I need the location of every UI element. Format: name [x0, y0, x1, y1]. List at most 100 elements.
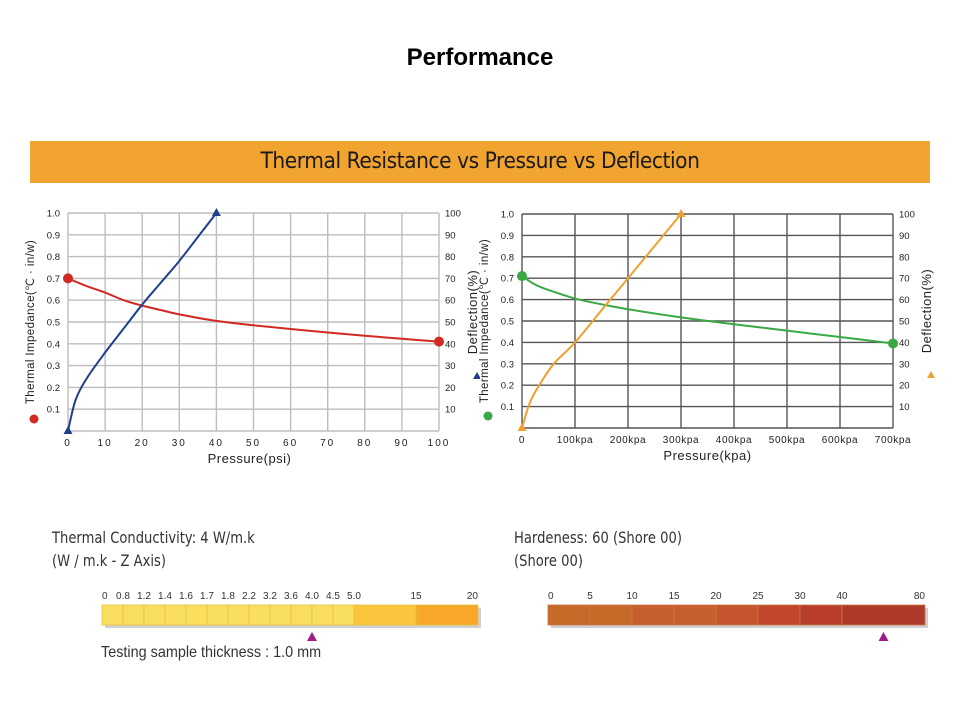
y-tick-label: 0.2 [501, 381, 514, 392]
y2-tick-label: 50 [445, 318, 456, 329]
y2-tick-label: 90 [899, 231, 910, 242]
scale-label: 0 [548, 591, 554, 602]
y-tick-label: 0.3 [47, 361, 60, 372]
scale-label: 80 [914, 591, 926, 602]
deflection-point [63, 426, 73, 434]
y2-axis-label: Deflection(%) [919, 269, 934, 354]
deflection-legend-marker [927, 371, 935, 378]
y-tick-label: 0.3 [501, 359, 514, 370]
y2-tick-label: 50 [899, 317, 910, 328]
y-tick-label: 0.9 [47, 230, 60, 241]
y-tick-label: 1.0 [47, 209, 60, 220]
y2-axis-label: Deflection(%) [465, 270, 480, 355]
y-tick-label: 0.8 [47, 252, 60, 263]
x-tick-label: 100kpa [557, 435, 593, 446]
scale-segment [799, 604, 843, 626]
x-axis-label: Pressure(psi) [208, 451, 292, 466]
hardness-title: Hardeness: 60 (Shore 00) [514, 528, 682, 547]
scale-label: 20 [467, 591, 479, 602]
y2-tick-label: 40 [445, 339, 456, 350]
scale-segment [415, 604, 479, 626]
y2-tick-label: 10 [445, 405, 456, 416]
series-thermal-impedance [63, 273, 444, 347]
scale-label: 15 [410, 591, 422, 602]
scale-segment [185, 604, 208, 626]
conductivity-subtitle: (W / m.k - Z Axis) [52, 551, 166, 570]
series-thermal-impedance [517, 271, 898, 349]
scale-segment [757, 604, 801, 626]
x-tick-label: 30 [172, 438, 187, 449]
y-tick-label: 0.7 [501, 274, 514, 285]
y2-tick-label: 40 [899, 338, 910, 349]
scale-segment [332, 604, 355, 626]
scale-label: 0.8 [116, 591, 130, 602]
scale-label: 20 [710, 591, 722, 602]
grid [521, 213, 894, 429]
y2-tick-label: 80 [445, 252, 456, 263]
x-tick-label: 70 [320, 438, 335, 449]
impedance-point [888, 338, 898, 349]
scale-label: 25 [752, 591, 764, 602]
x-tick-label: 400kpa [716, 435, 752, 446]
deflection-line [521, 213, 682, 429]
scale-label: 0 [102, 591, 108, 602]
y2-tick-label: 20 [899, 381, 910, 392]
y-tick-label: 0.8 [501, 252, 514, 263]
y-tick-label: 1.0 [501, 210, 514, 221]
conductivity-title: Thermal Conductivity: 4 W/m.k [52, 528, 255, 547]
impedance-legend-marker [29, 414, 39, 424]
y-axis-label: Thermal Impedance(℃ · in/w) [479, 239, 491, 403]
y2-tick-label: 10 [899, 402, 910, 413]
deflection-point [676, 209, 686, 217]
y-tick-label: 0.6 [501, 295, 514, 306]
testing-note: Testing sample thickness : 1.0 mm [101, 644, 322, 661]
y2-tick-label: 60 [899, 295, 910, 306]
scale-segment [143, 604, 166, 626]
scale-label: 1.4 [158, 591, 172, 602]
conductivity-scale: 0 0.8 1.2 1.4 1.6 1.7 1.8 2.2 3.2 3.6 4.0 4.5 5.0 15 2… [101, 591, 481, 641]
deflection-legend-marker [473, 372, 480, 379]
x-tick-label: 20 [135, 438, 150, 449]
y-tick-label: 0.1 [501, 402, 514, 413]
impedance-point [434, 336, 444, 347]
scale-segment [206, 604, 229, 626]
y2-tick-label: 30 [899, 359, 910, 370]
x-tick-label: 50 [246, 438, 261, 449]
value-marker-icon [307, 632, 317, 641]
scale-segment [164, 604, 187, 626]
page-title: Performance [406, 44, 554, 71]
scale-segment [122, 604, 145, 626]
scale-segment [715, 604, 759, 626]
scale-label: 40 [836, 591, 848, 602]
y2-tick-label: 80 [899, 252, 910, 263]
scale-label: 1.6 [179, 591, 193, 602]
series-deflection [63, 208, 221, 434]
x-tick-label: 80 [357, 438, 372, 449]
series-deflection [517, 209, 686, 431]
deflection-point [211, 208, 221, 216]
y2-tick-label: 100 [899, 210, 915, 221]
scale-segment [353, 604, 417, 626]
hardness-subtitle: (Shore 00) [514, 551, 583, 570]
y2-tick-label: 20 [445, 383, 456, 394]
x-tick-label: 500kpa [769, 435, 805, 446]
scale-label: 30 [794, 591, 806, 602]
x-tick-label: 40 [209, 438, 224, 449]
scale-segment [101, 604, 124, 626]
x-tick-label: 90 [394, 438, 409, 449]
scale-label: 1.8 [221, 591, 235, 602]
property-scales: 0 0.8 1.2 1.4 1.6 1.7 1.8 2.2 3.2 3.6 4.0 4.5 5.0 15 2… [101, 591, 928, 641]
scale-segment [227, 604, 250, 626]
y-axis-label: Thermal Impedance(℃ · in/w) [25, 240, 37, 404]
y-tick-label: 0.4 [47, 339, 60, 350]
y-tick-label: 0.9 [501, 231, 514, 242]
x-tick-label: 0 [519, 435, 525, 446]
value-marker-icon [878, 632, 889, 641]
impedance-point [63, 273, 73, 284]
impedance-point [517, 271, 527, 282]
x-tick-label: 700kpa [875, 435, 911, 446]
impedance-legend-marker [483, 411, 493, 421]
scale-label: 3.2 [263, 591, 277, 602]
scale-segment [311, 604, 334, 626]
scale-label: 5.0 [347, 591, 361, 602]
